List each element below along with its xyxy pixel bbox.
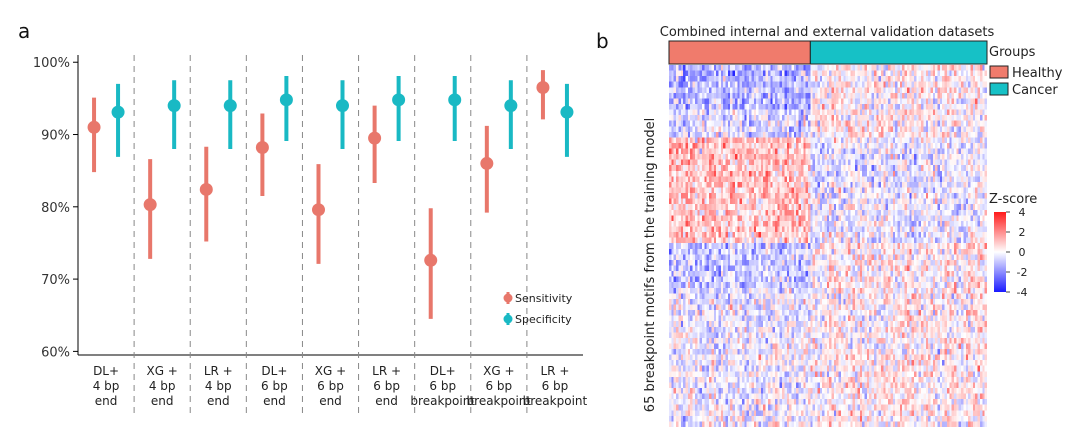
groups-legend: Groups Healthy Cancer <box>989 45 1063 98</box>
group-annotation-bar <box>668 40 988 65</box>
healthy-legend-swatch <box>989 65 1009 79</box>
sensitivity-point <box>143 198 157 212</box>
zscore-tick-label: -4 <box>1017 286 1028 299</box>
specificity-point <box>111 105 125 119</box>
x-category-label: XG +6 bp breakpoint <box>467 364 532 408</box>
x-category-label: LR +6 bp end <box>372 364 401 408</box>
zscore-tick-label: 4 <box>1019 206 1026 219</box>
sensitivity-point <box>368 131 382 145</box>
sensitivity-point <box>255 141 269 155</box>
panel-b-label: b <box>596 29 609 53</box>
x-category-label: DL+ 6 bp end <box>261 364 288 408</box>
y-tick-label: 60% <box>41 345 70 360</box>
specificity-point <box>448 93 462 107</box>
panel-a-label: a <box>18 19 30 43</box>
x-category-label: DL+ 6 bp breakpoint <box>410 364 475 408</box>
sensitivity-point <box>87 120 101 134</box>
sensitivity-point <box>536 81 550 95</box>
zscore-tick-label: 2 <box>1019 226 1026 239</box>
x-category-label: XG +6 bp end <box>315 364 346 408</box>
zscore-gradient <box>994 212 1006 292</box>
specificity-point <box>504 99 518 113</box>
specificity-point <box>279 93 293 107</box>
zscore-tick-label: 0 <box>1019 246 1026 259</box>
healthy-legend-label: Healthy <box>1012 66 1063 81</box>
sensitivity-point <box>424 253 438 267</box>
x-category-label: LR +4 bp end <box>204 364 233 408</box>
healthy-annotation-block <box>668 40 811 65</box>
specificity-point <box>336 99 349 113</box>
x-category-label: DL+ 4 bp end <box>93 364 120 408</box>
heatmap-y-axis-label: 65 breakpoint motifs from the training m… <box>643 118 658 412</box>
y-tick-label: 100% <box>33 56 70 71</box>
cancer-legend-swatch <box>989 82 1009 96</box>
specificity-point <box>392 93 406 107</box>
specificity-legend-marker <box>503 314 513 324</box>
sensitivity-point <box>480 156 494 170</box>
specificity-point <box>223 99 237 113</box>
specificity-point <box>167 99 181 113</box>
zscore-tick-label: -2 <box>1017 266 1028 279</box>
cancer-legend-label: Cancer <box>1012 83 1058 98</box>
sensitivity-legend-marker <box>503 293 513 303</box>
y-tick-label: 80% <box>41 201 70 216</box>
cancer-annotation-block <box>809 40 988 65</box>
y-tick-label: 70% <box>41 273 70 288</box>
sensitivity-specificity-chart: 60% 70% 80% 90% 100% DL+ 4 bp end XG +4 bp end LR … <box>33 55 588 415</box>
x-category-label: XG +4 bp end <box>146 364 177 408</box>
heatmap <box>669 65 987 427</box>
sensitivity-point <box>312 203 325 217</box>
sensitivity-point <box>199 182 213 196</box>
chart-a-legend: Sensitivity Specificity <box>503 292 573 326</box>
sensitivity-legend-label: Sensitivity <box>515 292 573 305</box>
specificity-legend-label: Specificity <box>515 313 572 326</box>
zscore-title: Z-score <box>989 192 1037 207</box>
groups-legend-title: Groups <box>989 45 1036 60</box>
heatmap-title: Combined internal and external validatio… <box>660 25 995 40</box>
y-tick-label: 90% <box>41 129 70 144</box>
x-category-label: LR +6 bp breakpoint <box>523 364 588 408</box>
specificity-point <box>560 105 574 119</box>
heatmap-cells <box>669 65 987 427</box>
